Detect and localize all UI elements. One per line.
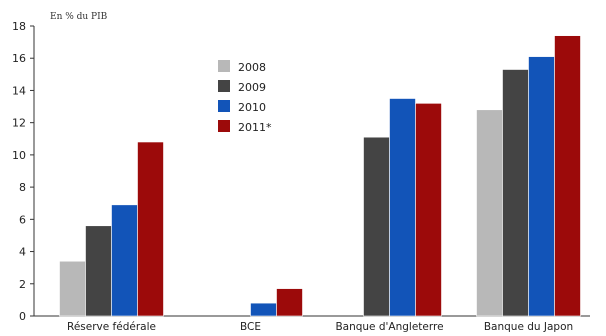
y-tick-label: 0	[19, 310, 26, 323]
legend: 2008 2009 2010 2011*	[218, 60, 272, 134]
y-tick-label: 14	[12, 84, 26, 97]
x-category-label: Banque d'Angleterre	[335, 321, 443, 333]
legend-label: 2009	[238, 81, 266, 94]
legend-swatch	[218, 60, 230, 72]
bar-2011-3	[554, 35, 581, 317]
y-tick-label: 4	[19, 246, 26, 259]
legend-swatch	[218, 120, 230, 132]
bars	[59, 35, 581, 317]
y-tick-label: 2	[19, 278, 26, 291]
bar-2011-2	[415, 103, 442, 317]
axes: 0 2 4 6 8 10 12 14 16 18 Réserve fédérale BCE Banque…	[12, 20, 590, 333]
bar-2009-3	[502, 69, 529, 317]
x-category-label: BCE	[240, 321, 261, 333]
legend-label: 2008	[238, 61, 266, 74]
y-tick-label: 8	[19, 181, 26, 194]
legend-swatch	[218, 100, 230, 112]
bar-2010-0	[111, 204, 138, 317]
legend-swatch	[218, 80, 230, 92]
bar-2011-0	[137, 141, 164, 317]
y-tick-label: 10	[12, 149, 26, 162]
y-axis-label: En % du PIB	[50, 12, 108, 22]
legend-label: 2011*	[238, 121, 272, 134]
legend-label: 2010	[238, 101, 266, 114]
bar-2010-1	[250, 302, 277, 317]
x-category-label: Banque du Japon	[484, 321, 573, 333]
y-tick-label: 12	[12, 117, 26, 130]
y-tick-label: 6	[19, 213, 26, 226]
bar-2010-2	[389, 98, 416, 317]
y-tick-label: 18	[12, 20, 26, 33]
bar-2008-0	[59, 260, 86, 317]
bar-2010-3	[528, 56, 555, 317]
bar-2008-3	[476, 109, 503, 317]
x-category-label: Réserve fédérale	[67, 321, 156, 333]
bar-2009-2	[363, 136, 390, 317]
bar-2009-0	[85, 225, 112, 317]
bar-2011-1	[276, 288, 303, 317]
y-tick-label: 16	[12, 52, 26, 65]
